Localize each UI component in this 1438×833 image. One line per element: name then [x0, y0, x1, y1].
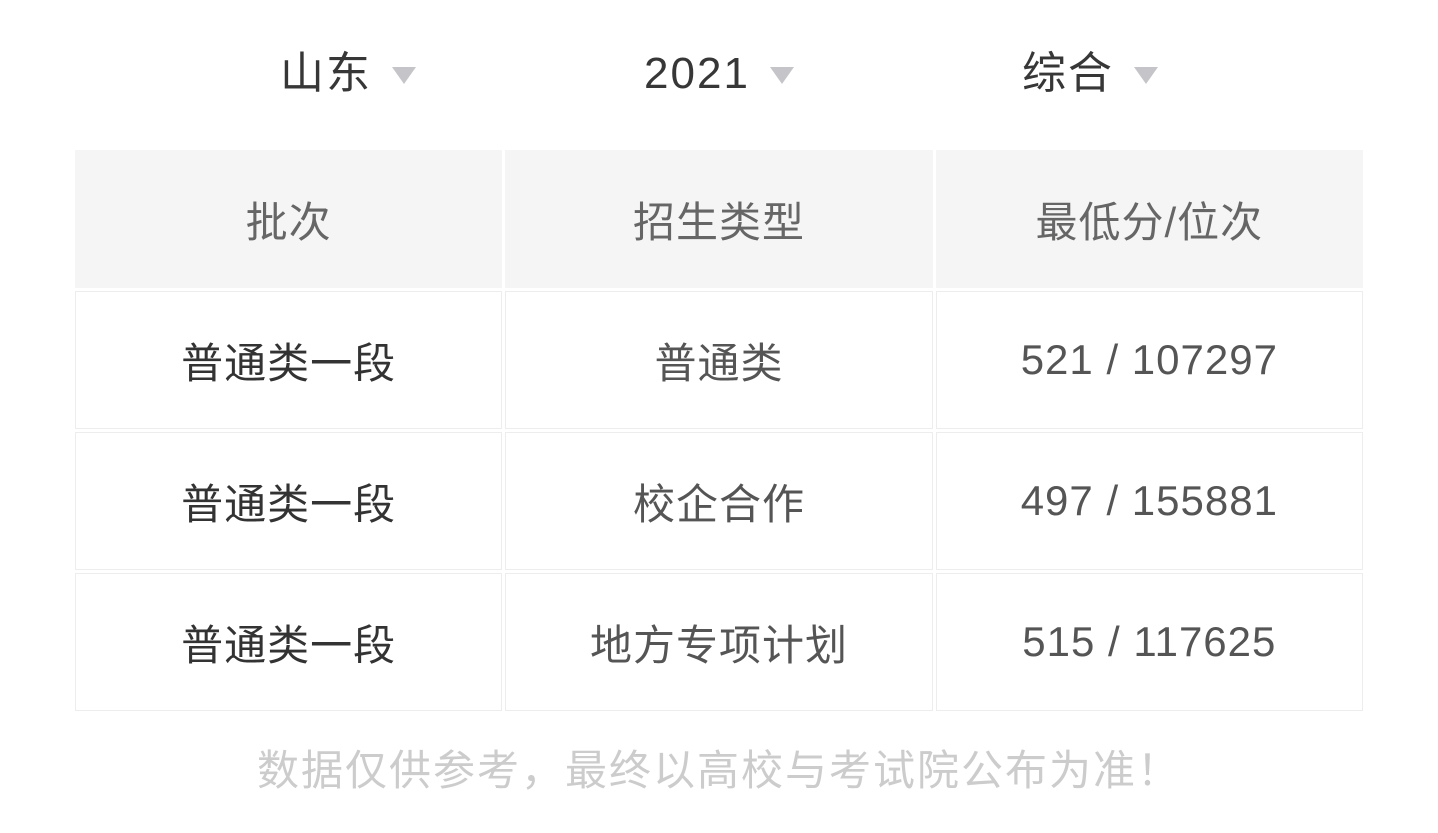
province-select-value: 山东 — [280, 49, 373, 98]
column-header-batch: 批次 — [75, 150, 503, 288]
province-select[interactable]: 山东 — [280, 42, 417, 106]
filters-bar: 山东 2021 综合 — [0, 0, 1438, 106]
column-header-admission-type: 招生类型 — [505, 150, 933, 288]
chevron-down-icon — [1133, 66, 1158, 84]
table-cell-min-score-rank: 521 / 107297 — [935, 291, 1363, 429]
table-cell-admission-type: 地方专项计划 — [505, 573, 933, 711]
subject-select-value: 综合 — [1021, 49, 1114, 98]
table-cell-batch: 普通类一段 — [75, 432, 503, 570]
admission-score-table: 批次 招生类型 最低分/位次 普通类一段 普通类 521 / 107297 普通… — [75, 150, 1363, 711]
chevron-down-icon — [392, 66, 417, 84]
disclaimer-text: 数据仅供参考，最终以高校与考试院公布为准！ — [256, 747, 1181, 794]
table-cell-batch: 普通类一段 — [75, 291, 503, 429]
subject-select[interactable]: 综合 — [1022, 42, 1158, 106]
table-cell-batch: 普通类一段 — [75, 573, 503, 711]
table-cell-min-score-rank: 497 / 155881 — [935, 432, 1363, 570]
column-header-min-score-rank: 最低分/位次 — [935, 150, 1363, 288]
year-select[interactable]: 2021 — [644, 42, 794, 106]
chevron-down-icon — [769, 66, 794, 84]
year-select-value: 2021 — [644, 49, 750, 98]
table-cell-admission-type: 普通类 — [505, 291, 933, 429]
table-cell-admission-type: 校企合作 — [505, 432, 933, 570]
table-cell-min-score-rank: 515 / 117625 — [935, 573, 1363, 711]
